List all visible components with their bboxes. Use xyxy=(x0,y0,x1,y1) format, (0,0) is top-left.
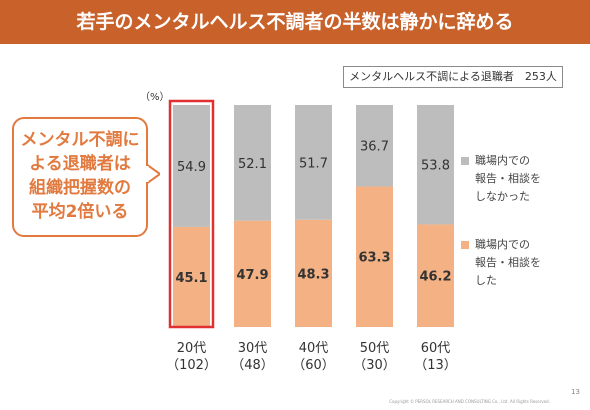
category-label: （13） xyxy=(414,358,457,373)
data-label-reported: 45.1 xyxy=(175,271,207,286)
bar-segment-not-reported xyxy=(356,105,393,187)
bar-segment-not-reported xyxy=(417,105,454,225)
category-label: （60） xyxy=(292,358,335,373)
category-label: 20代 xyxy=(177,341,207,356)
data-label-reported: 46.2 xyxy=(419,270,451,285)
legend-item-reported: 職場内での 報告・相談を した xyxy=(461,236,585,290)
highlight-frame xyxy=(168,99,215,329)
data-label-not-reported: 36.7 xyxy=(360,140,389,155)
unit-label: （%） xyxy=(140,92,170,103)
category-label: 40代 xyxy=(299,341,329,356)
slide-title: 若手のメンタルヘルス不調者の半数は静かに辞める xyxy=(0,0,590,44)
total-count-box: メンタルヘルス不調による退職者 253人 xyxy=(343,66,563,88)
callout-pointer xyxy=(146,164,160,184)
category-label: （102） xyxy=(166,358,217,373)
data-label-not-reported: 54.9 xyxy=(177,160,206,175)
callout-line-1: メンタル不調に xyxy=(20,130,140,150)
bar-segment-reported xyxy=(356,186,393,327)
legend-swatch-gray xyxy=(461,157,469,165)
callout-line-2: よる退職者は xyxy=(29,154,131,174)
data-label-reported: 48.3 xyxy=(297,267,329,282)
bar-segment-not-reported xyxy=(295,105,332,220)
callout-box: メンタル不調に よる退職者は 組織把握数の 平均2倍いる xyxy=(12,117,148,237)
legend-label-reported: 職場内での 報告・相談を した xyxy=(475,238,541,287)
callout-line-3: 組織把握数の xyxy=(29,178,131,198)
data-label-reported: 47.9 xyxy=(236,268,268,283)
legend-label-not-reported: 職場内での 報告・相談を しなかった xyxy=(475,154,541,203)
category-label: （30） xyxy=(353,358,396,373)
data-label-not-reported: 51.7 xyxy=(299,156,328,171)
data-label-reported: 63.3 xyxy=(358,251,390,266)
legend-swatch-orange xyxy=(461,241,469,249)
bar-segment-reported xyxy=(234,220,271,327)
data-label-not-reported: 53.8 xyxy=(421,159,450,174)
data-label-not-reported: 52.1 xyxy=(238,157,267,172)
copyright-text: Copyright © PERSOL RESEARCH AND CONSULTI… xyxy=(389,399,550,404)
category-label: 60代 xyxy=(421,341,451,356)
callout-line-4: 平均2倍いる xyxy=(31,202,129,222)
bar-segment-reported xyxy=(417,224,454,327)
category-label: 30代 xyxy=(238,341,268,356)
bar-segment-not-reported xyxy=(234,105,271,221)
bar-segment-not-reported xyxy=(173,105,210,227)
bar-segment-reported xyxy=(295,219,332,327)
category-label: 50代 xyxy=(360,341,390,356)
bar-segment-reported xyxy=(173,226,210,327)
page-number: 13 xyxy=(571,388,580,396)
legend-item-not-reported: 職場内での 報告・相談を しなかった xyxy=(461,152,585,206)
category-label: （48） xyxy=(231,358,274,373)
